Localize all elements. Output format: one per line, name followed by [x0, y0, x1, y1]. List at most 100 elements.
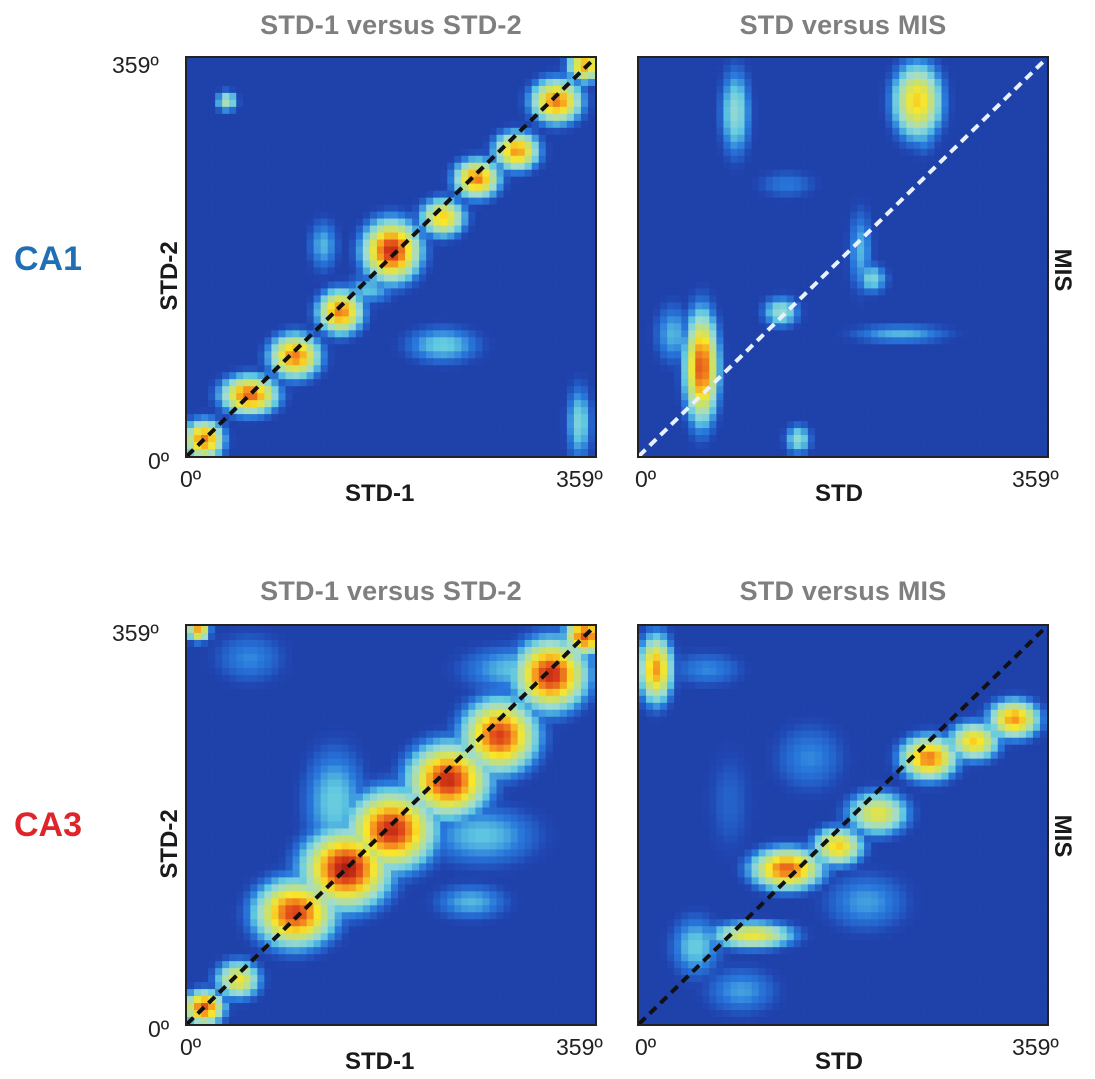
heatmap-cell — [573, 141, 582, 150]
heatmap-cell — [447, 113, 455, 122]
heatmap-cell — [552, 113, 561, 122]
heatmap-cell — [573, 197, 582, 206]
heatmap-cell — [369, 379, 378, 387]
heatmap-cell — [828, 78, 837, 87]
heatmap-cell — [496, 92, 505, 101]
heatmap-cell — [187, 393, 195, 401]
heatmap-cell — [201, 64, 209, 73]
heatmap-cell — [758, 85, 767, 94]
heatmap-cell — [285, 281, 294, 290]
heatmap-cell — [828, 85, 837, 94]
heatmap-cell — [1032, 155, 1041, 164]
heatmap-cell — [772, 78, 781, 87]
heatmap-cell — [941, 134, 950, 143]
heatmap-cell — [405, 414, 413, 422]
heatmap-cell — [229, 288, 237, 296]
heatmap-cell — [398, 225, 406, 234]
heatmap-cell — [503, 421, 512, 429]
heatmap-cell — [285, 197, 294, 206]
heatmap-cell — [997, 204, 1006, 213]
heatmap-cell — [948, 120, 957, 129]
heatmap-cell — [229, 442, 237, 450]
heatmap-cell — [320, 365, 329, 373]
heatmap-cell — [765, 127, 774, 136]
heatmap-cell — [440, 281, 448, 290]
heatmap-cell — [667, 176, 675, 185]
heatmap-cell — [587, 197, 595, 206]
heatmap-cell — [348, 92, 357, 101]
heatmap-cell — [538, 337, 547, 345]
heatmap-cell — [1032, 85, 1041, 94]
heatmap-cell — [566, 232, 575, 241]
heatmap-cell — [348, 127, 357, 136]
heatmap-cell — [552, 239, 561, 248]
heatmap-cell — [559, 435, 568, 443]
heatmap-cell — [299, 148, 308, 157]
heatmap-cell — [573, 232, 582, 241]
heatmap-cell — [786, 134, 795, 143]
heatmap-cell — [976, 120, 985, 129]
heatmap-cell — [1018, 176, 1027, 185]
heatmap-cell — [194, 127, 202, 136]
heatmap-cell — [313, 155, 322, 164]
heatmap-cell — [510, 183, 519, 192]
heatmap-cell — [306, 449, 315, 456]
heatmap-cell — [948, 155, 957, 164]
heatmap-cell — [320, 288, 329, 296]
heatmap-cell — [941, 64, 950, 73]
heatmap-cell — [194, 337, 202, 345]
heatmap-cell — [566, 414, 575, 422]
heatmap-cell — [559, 421, 568, 429]
heatmap-cell — [299, 302, 308, 310]
heatmap-cell — [688, 92, 696, 101]
heatmap-cell — [793, 232, 802, 241]
heatmap-cell — [538, 162, 547, 171]
heatmap-cell — [348, 281, 357, 290]
heatmap-cell — [552, 274, 561, 283]
heatmap-cell — [587, 148, 595, 157]
heatmap-cell — [538, 127, 547, 136]
heatmap-cell — [468, 316, 477, 324]
heatmap-cell — [524, 127, 533, 136]
heatmap-cell — [362, 400, 371, 408]
heatmap-cell — [730, 190, 739, 199]
heatmap-cell — [187, 267, 195, 276]
heatmap-cell — [348, 393, 357, 401]
heatmap-cell — [222, 351, 230, 359]
heatmap-cell — [653, 113, 661, 122]
heatmap-cell — [1032, 232, 1041, 241]
heatmap-cell — [934, 211, 943, 220]
heatmap-cell — [667, 253, 675, 262]
heatmap-cell — [730, 64, 739, 73]
heatmap-cell — [807, 127, 816, 136]
heatmap-cell — [934, 204, 943, 213]
heatmap-cell — [871, 148, 879, 157]
heatmap-cell — [1025, 106, 1034, 115]
heatmap-cell — [355, 344, 364, 352]
heatmap-cell — [559, 295, 568, 303]
heatmap-cell — [1025, 218, 1034, 227]
heatmap-cell — [667, 64, 675, 73]
heatmap-cell — [524, 365, 533, 373]
heatmap-cell — [327, 204, 336, 213]
heatmap-cell — [857, 155, 865, 164]
heatmap-cell — [723, 148, 732, 157]
heatmap-cell — [194, 393, 202, 401]
heatmap-cell — [278, 253, 287, 262]
heatmap-cell — [320, 344, 329, 352]
heatmap-cell — [306, 176, 315, 185]
heatmap-cell — [955, 197, 964, 206]
heatmap-cell — [419, 85, 427, 94]
heatmap-cell — [1032, 99, 1041, 108]
heatmap-cell — [786, 85, 795, 94]
heatmap-cell — [383, 281, 392, 290]
heatmap-cell — [306, 393, 315, 401]
heatmap-cell — [412, 155, 420, 164]
heatmap-cell — [857, 64, 865, 73]
heatmap-cell — [538, 64, 547, 73]
heatmap-cell — [320, 183, 329, 192]
heatmap-cell — [580, 288, 589, 296]
heatmap-cell — [983, 155, 992, 164]
heatmap-cell — [552, 225, 561, 234]
heatmap-cell — [257, 267, 265, 276]
